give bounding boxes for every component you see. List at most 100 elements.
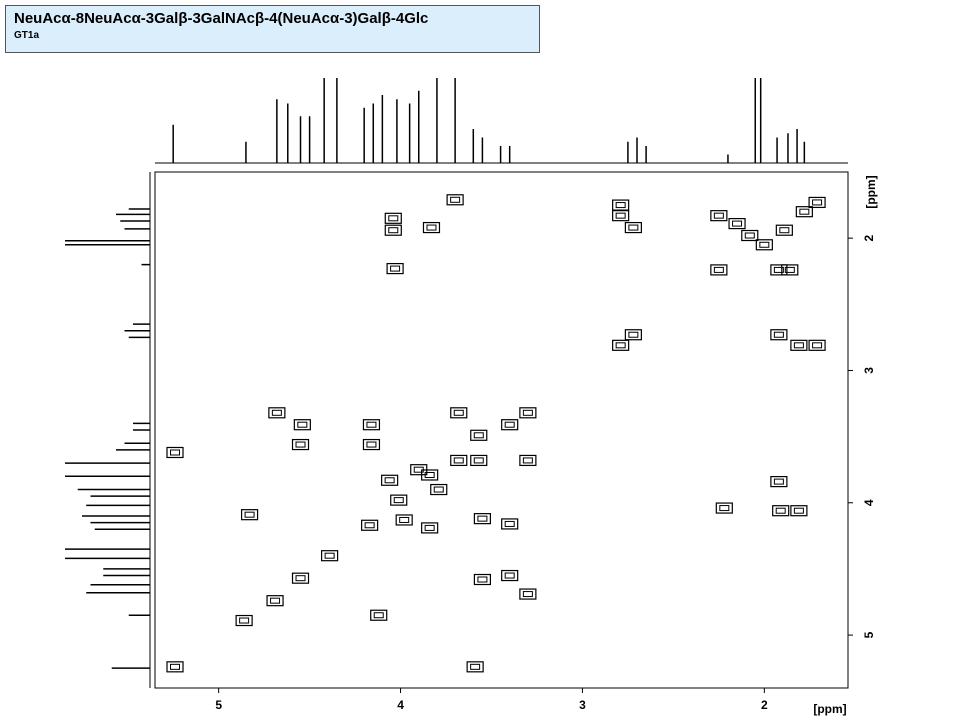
cross-peak [790, 505, 808, 517]
cross-peak-inner [784, 266, 795, 273]
cross-peak-inner [504, 421, 515, 428]
cross-peak [470, 454, 488, 467]
cross-peak-inner [732, 220, 743, 227]
x-tick-label: 4 [397, 698, 404, 712]
cross-peak [384, 212, 402, 224]
cross-peak-inner [713, 212, 724, 219]
cross-peak-inner [366, 441, 377, 448]
cross-peak [612, 199, 630, 211]
cross-peak [166, 446, 184, 459]
cross-peak-inner [504, 572, 515, 579]
cross-peak-inner [426, 224, 437, 231]
cross-peak [772, 505, 790, 517]
cross-peak-inner [775, 507, 786, 514]
cross-peak-inner [793, 507, 804, 514]
cross-peak-inner [239, 617, 250, 624]
cross-peak [410, 464, 428, 476]
cross-peak [501, 518, 519, 530]
cross-peak [240, 509, 259, 521]
cross-peak-inner [504, 520, 515, 527]
cross-peak [446, 194, 464, 206]
cross-peak-inner [413, 466, 424, 473]
cross-peak [470, 429, 488, 441]
cross-peak-inner [522, 457, 533, 464]
cross-peak [421, 522, 439, 534]
cross-peak [501, 419, 519, 431]
cross-peak-inner [473, 457, 484, 464]
cross-peak-inner [170, 663, 181, 670]
cross-peak [770, 264, 788, 276]
cross-peak [612, 339, 630, 351]
cross-peak [450, 407, 468, 419]
cross-peak-inner [812, 342, 823, 349]
cross-peak [808, 196, 826, 209]
cross-peak [755, 239, 773, 251]
cross-peak [501, 569, 519, 582]
cross-peak-inner [773, 331, 784, 338]
cross-peak-inner [295, 441, 306, 448]
cross-peak-inner [615, 342, 626, 349]
cross-peak [710, 210, 728, 222]
cross-peak [266, 595, 284, 607]
cross-peak [362, 438, 381, 451]
cross-peak [770, 329, 788, 341]
cross-peak-inner [324, 552, 335, 559]
x-tick-label: 2 [761, 698, 768, 712]
cross-peak [386, 262, 404, 275]
cross-peak [715, 502, 733, 514]
cross-peak [728, 218, 746, 230]
cross-peak [781, 264, 799, 276]
cross-peak-inner [477, 576, 488, 583]
cross-peak [293, 419, 311, 431]
cross-peak-inner [450, 196, 461, 203]
cross-peak-inner [388, 227, 399, 234]
cross-peak-inner [522, 591, 533, 598]
cross-peak-inner [433, 486, 444, 493]
cross-peak-inner [473, 432, 484, 439]
cross-peak-inner [295, 575, 306, 582]
cross-peak [612, 210, 630, 222]
cross-peak [775, 224, 793, 236]
x-tick-label: 3 [579, 698, 586, 712]
y-tick-label: 2 [862, 234, 876, 241]
cross-peak [166, 661, 184, 673]
cross-peak-inner [453, 457, 464, 464]
cross-peak-inner [799, 208, 810, 215]
cross-peak [362, 419, 381, 431]
x-axis-label: [ppm] [813, 702, 846, 716]
cross-peak-inner [719, 505, 730, 512]
cross-peak [790, 339, 808, 351]
cross-peak-inner [779, 227, 790, 234]
cross-peak-inner [773, 478, 784, 485]
cross-peak-inner [384, 477, 395, 484]
title-box: NeuAcα-8NeuAcα-3Galβ-3GalNAcβ-4(NeuAcα-3… [5, 5, 540, 53]
cross-peak-inner [373, 612, 384, 619]
cross-peak [808, 339, 826, 351]
cross-peak [430, 483, 448, 496]
cross-peak-inner [759, 241, 770, 248]
cross-peak [268, 407, 286, 419]
cross-peak [710, 264, 728, 276]
cross-peak-inner [453, 409, 464, 416]
cross-peak-inner [366, 421, 377, 428]
cross-peak-inner [270, 597, 281, 604]
cross-peak [321, 550, 339, 562]
cross-peak-inner [773, 266, 784, 273]
cross-peak-inner [390, 265, 401, 272]
cross-peak-inner [713, 266, 724, 273]
chart-subtitle: GT1a [14, 30, 40, 41]
y-tick-label: 4 [862, 499, 876, 506]
cross-peak [519, 454, 537, 467]
cross-peak [422, 221, 441, 234]
cross-peak [291, 438, 310, 451]
cross-peak [390, 494, 408, 506]
cross-peak [770, 476, 788, 488]
cross-peak-inner [364, 522, 375, 529]
cross-peak-inner [812, 199, 823, 206]
cross-peak [381, 474, 399, 486]
cross-peak-inner [615, 202, 626, 209]
x-tick-label: 5 [215, 698, 222, 712]
cross-peak [795, 206, 813, 218]
